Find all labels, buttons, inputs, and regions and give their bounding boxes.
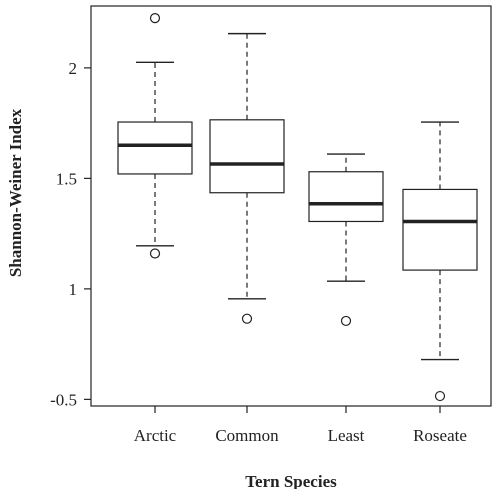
box-least bbox=[308, 153, 384, 327]
outlier-point bbox=[241, 313, 253, 324]
x-tick-label: Least bbox=[328, 426, 365, 445]
interquartile-box bbox=[209, 119, 285, 194]
x-tick-label: Arctic bbox=[134, 426, 177, 445]
outlier-point bbox=[434, 390, 446, 402]
y-tick-label: 1 bbox=[69, 280, 78, 299]
y-tick-label: 2 bbox=[69, 59, 78, 78]
plot-frame bbox=[90, 5, 492, 407]
outlier-point bbox=[149, 13, 161, 24]
interquartile-box bbox=[117, 121, 193, 175]
interquartile-box bbox=[402, 188, 478, 271]
y-tick-label: 1.5 bbox=[56, 169, 77, 188]
x-axis-title: Tern Species bbox=[245, 472, 337, 489]
y-tick-label: -0.5 bbox=[50, 390, 77, 409]
outlier-point bbox=[340, 315, 352, 327]
box-arctic bbox=[117, 13, 193, 259]
box-roseate bbox=[402, 121, 478, 402]
interquartile-box bbox=[308, 171, 384, 223]
x-tick-label: Common bbox=[215, 426, 279, 445]
x-tick-label: Roseate bbox=[413, 426, 467, 445]
box-common bbox=[209, 32, 285, 324]
y-axis-title: Shannon-Weiner Index bbox=[6, 108, 25, 277]
outlier-point bbox=[149, 248, 161, 259]
